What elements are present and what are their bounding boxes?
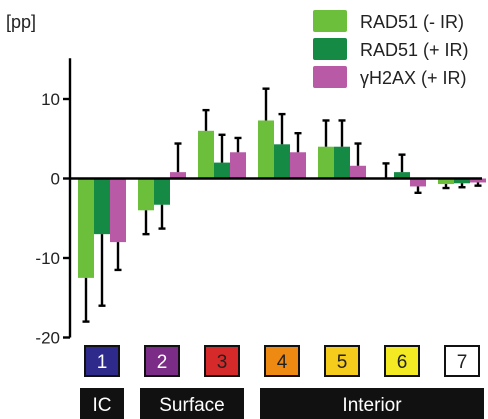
bar-1-5 <box>318 146 334 179</box>
legend-swatch-1 <box>313 10 347 32</box>
bar-3-6 <box>410 178 426 187</box>
bar-2-3 <box>214 162 230 179</box>
group-label-2: Surface <box>159 395 224 416</box>
bar-3-1 <box>110 178 126 243</box>
category-label-2: 2 <box>157 352 168 373</box>
bar-1-4 <box>258 120 274 179</box>
y-axis-label: [pp] <box>6 12 36 32</box>
bar-2-5 <box>334 146 350 179</box>
legend-label-2: RAD51 (+ IR) <box>360 40 469 60</box>
category-box-7 <box>444 345 480 377</box>
error-bars <box>82 87 482 323</box>
category-box-1 <box>84 345 120 377</box>
bar-1-7 <box>438 178 454 185</box>
category-box-5 <box>324 345 360 377</box>
bar-2-6 <box>394 172 410 179</box>
y-tick-label--20: -20 <box>35 329 60 348</box>
legend-swatch-3 <box>313 66 347 88</box>
y-axis: -20 -10 0 10 <box>35 58 482 348</box>
y-tick-label--10: -10 <box>35 249 60 268</box>
category-box-3 <box>204 345 240 377</box>
legend: RAD51 (- IR) RAD51 (+ IR) γH2AX (+ IR) <box>313 10 469 88</box>
category-label-1: 1 <box>97 352 108 373</box>
category-boxes: 1 2 3 4 5 6 7 <box>84 345 480 377</box>
bar-2-7 <box>454 178 470 184</box>
legend-label-1: RAD51 (- IR) <box>360 12 464 32</box>
bar-1-2 <box>138 178 154 211</box>
category-label-7: 7 <box>457 352 468 373</box>
category-box-2 <box>144 345 180 377</box>
group-label-1: IC <box>93 395 112 416</box>
y-tick-label-10: 10 <box>41 90 60 109</box>
bar-2-2 <box>154 178 170 205</box>
bar-1-3 <box>198 130 214 179</box>
bar-3-4 <box>290 152 306 179</box>
bar-3-5 <box>350 165 366 179</box>
category-label-6: 6 <box>397 352 408 373</box>
bar-3-3 <box>230 152 246 179</box>
category-box-4 <box>264 345 300 377</box>
category-label-5: 5 <box>337 352 348 373</box>
group-labels: IC Surface Interior <box>80 388 484 419</box>
legend-label-3: γH2AX (+ IR) <box>360 68 467 88</box>
bars <box>78 120 486 278</box>
bar-1-1 <box>78 178 94 278</box>
legend-swatch-2 <box>313 38 347 60</box>
group-bar-2 <box>140 388 244 419</box>
y-tick-label-0: 0 <box>51 170 60 189</box>
category-label-4: 4 <box>277 352 288 373</box>
bar-3-7 <box>470 178 486 183</box>
bar-2-1 <box>94 178 110 235</box>
group-bar-1 <box>80 388 124 419</box>
bar-2-4 <box>274 144 290 179</box>
group-bar-3 <box>260 388 484 419</box>
bar-3-2 <box>170 172 186 179</box>
category-label-3: 3 <box>217 352 228 373</box>
group-label-3: Interior <box>342 395 402 416</box>
category-box-6 <box>384 345 420 377</box>
